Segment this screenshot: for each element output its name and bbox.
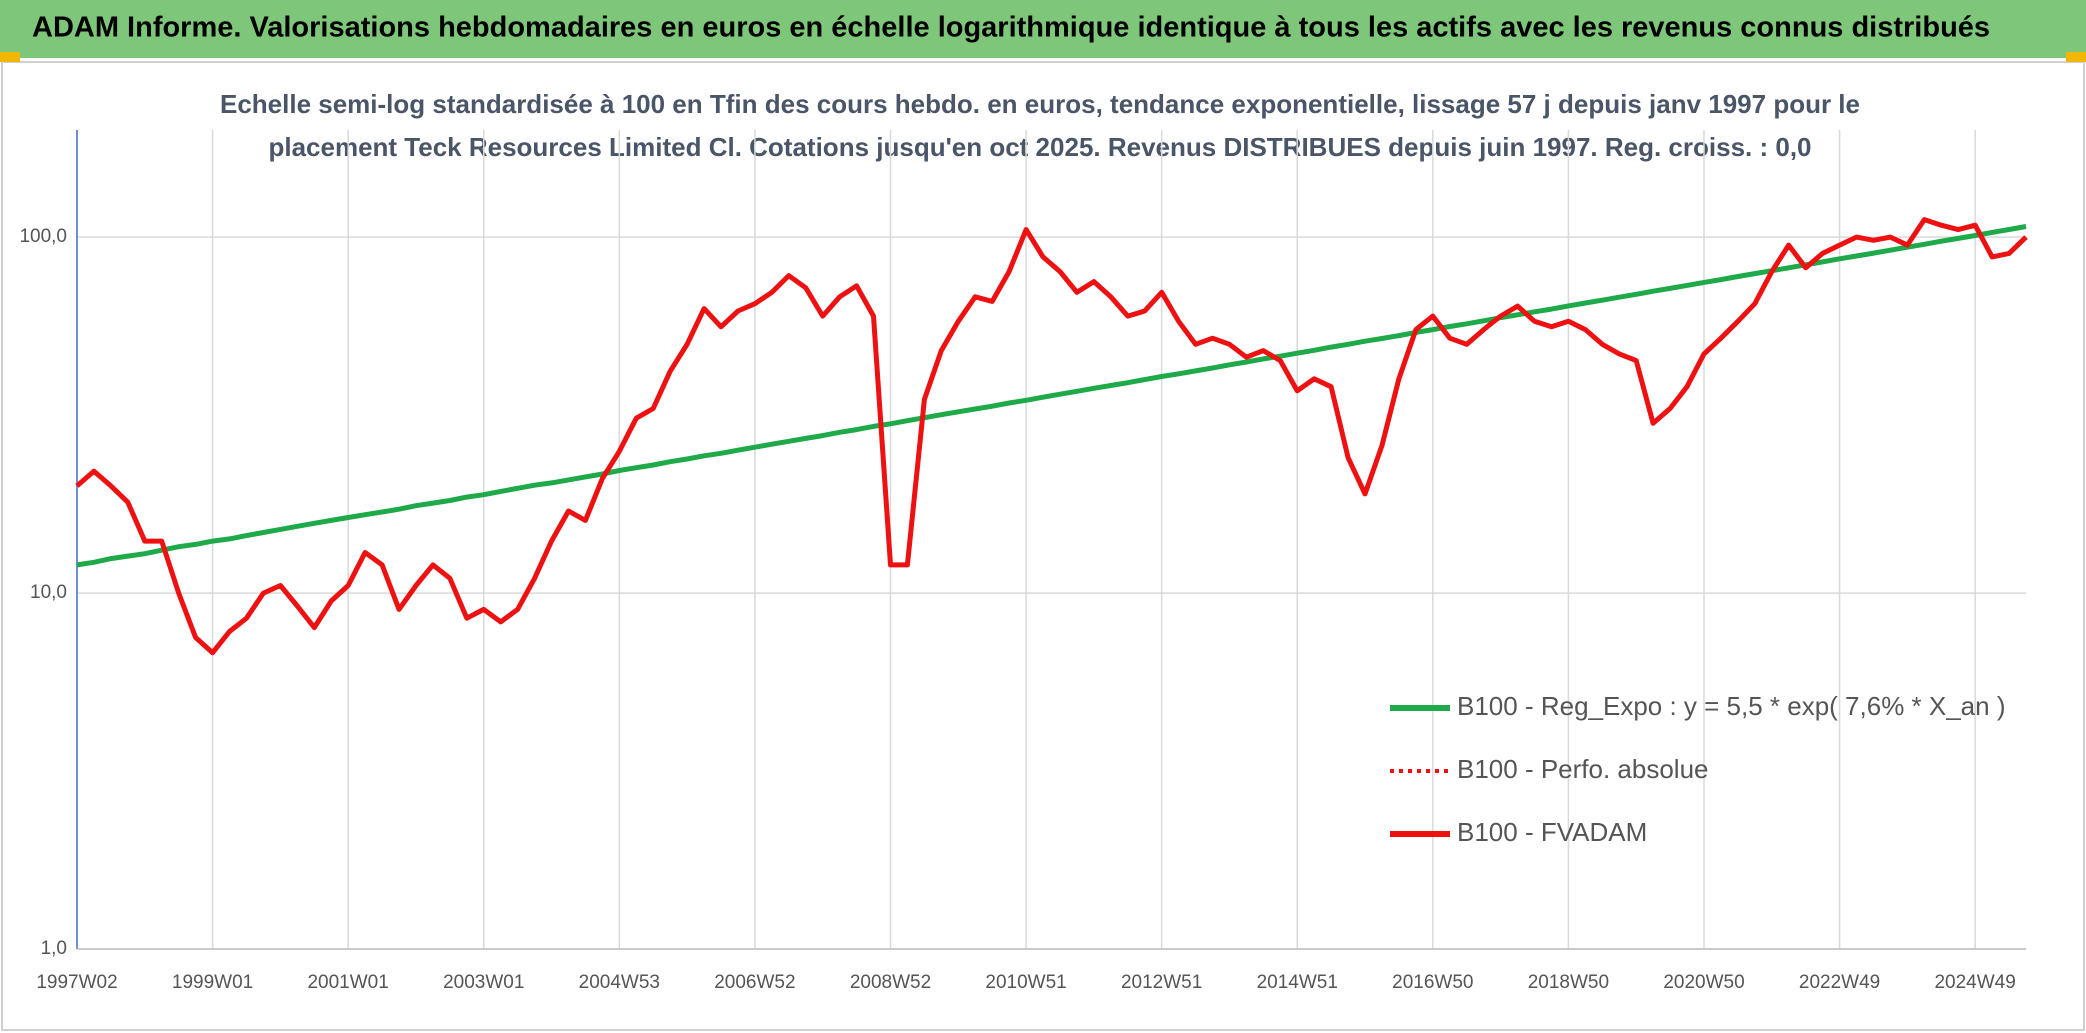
series-line bbox=[76, 224, 2027, 568]
x-tick-label: 2008W52 bbox=[850, 972, 931, 993]
legend-label: B100 - FVADAM bbox=[1457, 817, 1647, 847]
x-tick-label: 2012W51 bbox=[1121, 972, 1202, 993]
x-tick-label: 1999W01 bbox=[172, 972, 253, 993]
y-tick-label: 1,0 bbox=[41, 938, 67, 959]
x-tick-label: 2024W49 bbox=[1934, 972, 2015, 993]
series-line bbox=[76, 218, 2028, 655]
chart-title: placement Teck Resources Limited Cl. Cot… bbox=[268, 132, 1811, 162]
x-tick-label: 2016W50 bbox=[1392, 972, 1473, 993]
series-line bbox=[75, 217, 2028, 656]
header-bar bbox=[0, 0, 2086, 58]
legend-label: B100 - Reg_Expo : y = 5,5 * exp( 7,6% * … bbox=[1457, 691, 2006, 721]
chart-title: Echelle semi-log standardisée à 100 en T… bbox=[220, 89, 1860, 119]
legend-label: B100 - Perfo. absolue bbox=[1457, 754, 1709, 784]
corner bbox=[2066, 52, 2086, 62]
y-tick-label: 100,0 bbox=[19, 226, 67, 247]
frame bbox=[1, 61, 2085, 1031]
x-tick-label: 2010W51 bbox=[985, 972, 1066, 993]
x-tick-label: 2001W01 bbox=[307, 972, 388, 993]
x-tick-label: 2004W53 bbox=[579, 972, 660, 993]
header-title: ADAM Informe. Valorisations hebdomadaire… bbox=[32, 12, 1990, 44]
x-tick-label: 2018W50 bbox=[1528, 972, 1609, 993]
x-tick-label: 2014W51 bbox=[1257, 972, 1338, 993]
x-tick-label: 2006W52 bbox=[714, 972, 795, 993]
x-tick-label: 2022W49 bbox=[1799, 972, 1880, 993]
x-tick-label: 2020W50 bbox=[1663, 972, 1744, 993]
corner bbox=[0, 52, 20, 62]
x-tick-label: 2003W01 bbox=[443, 972, 524, 993]
x-tick-label: 1997W02 bbox=[36, 972, 117, 993]
y-tick-label: 10,0 bbox=[30, 582, 67, 603]
